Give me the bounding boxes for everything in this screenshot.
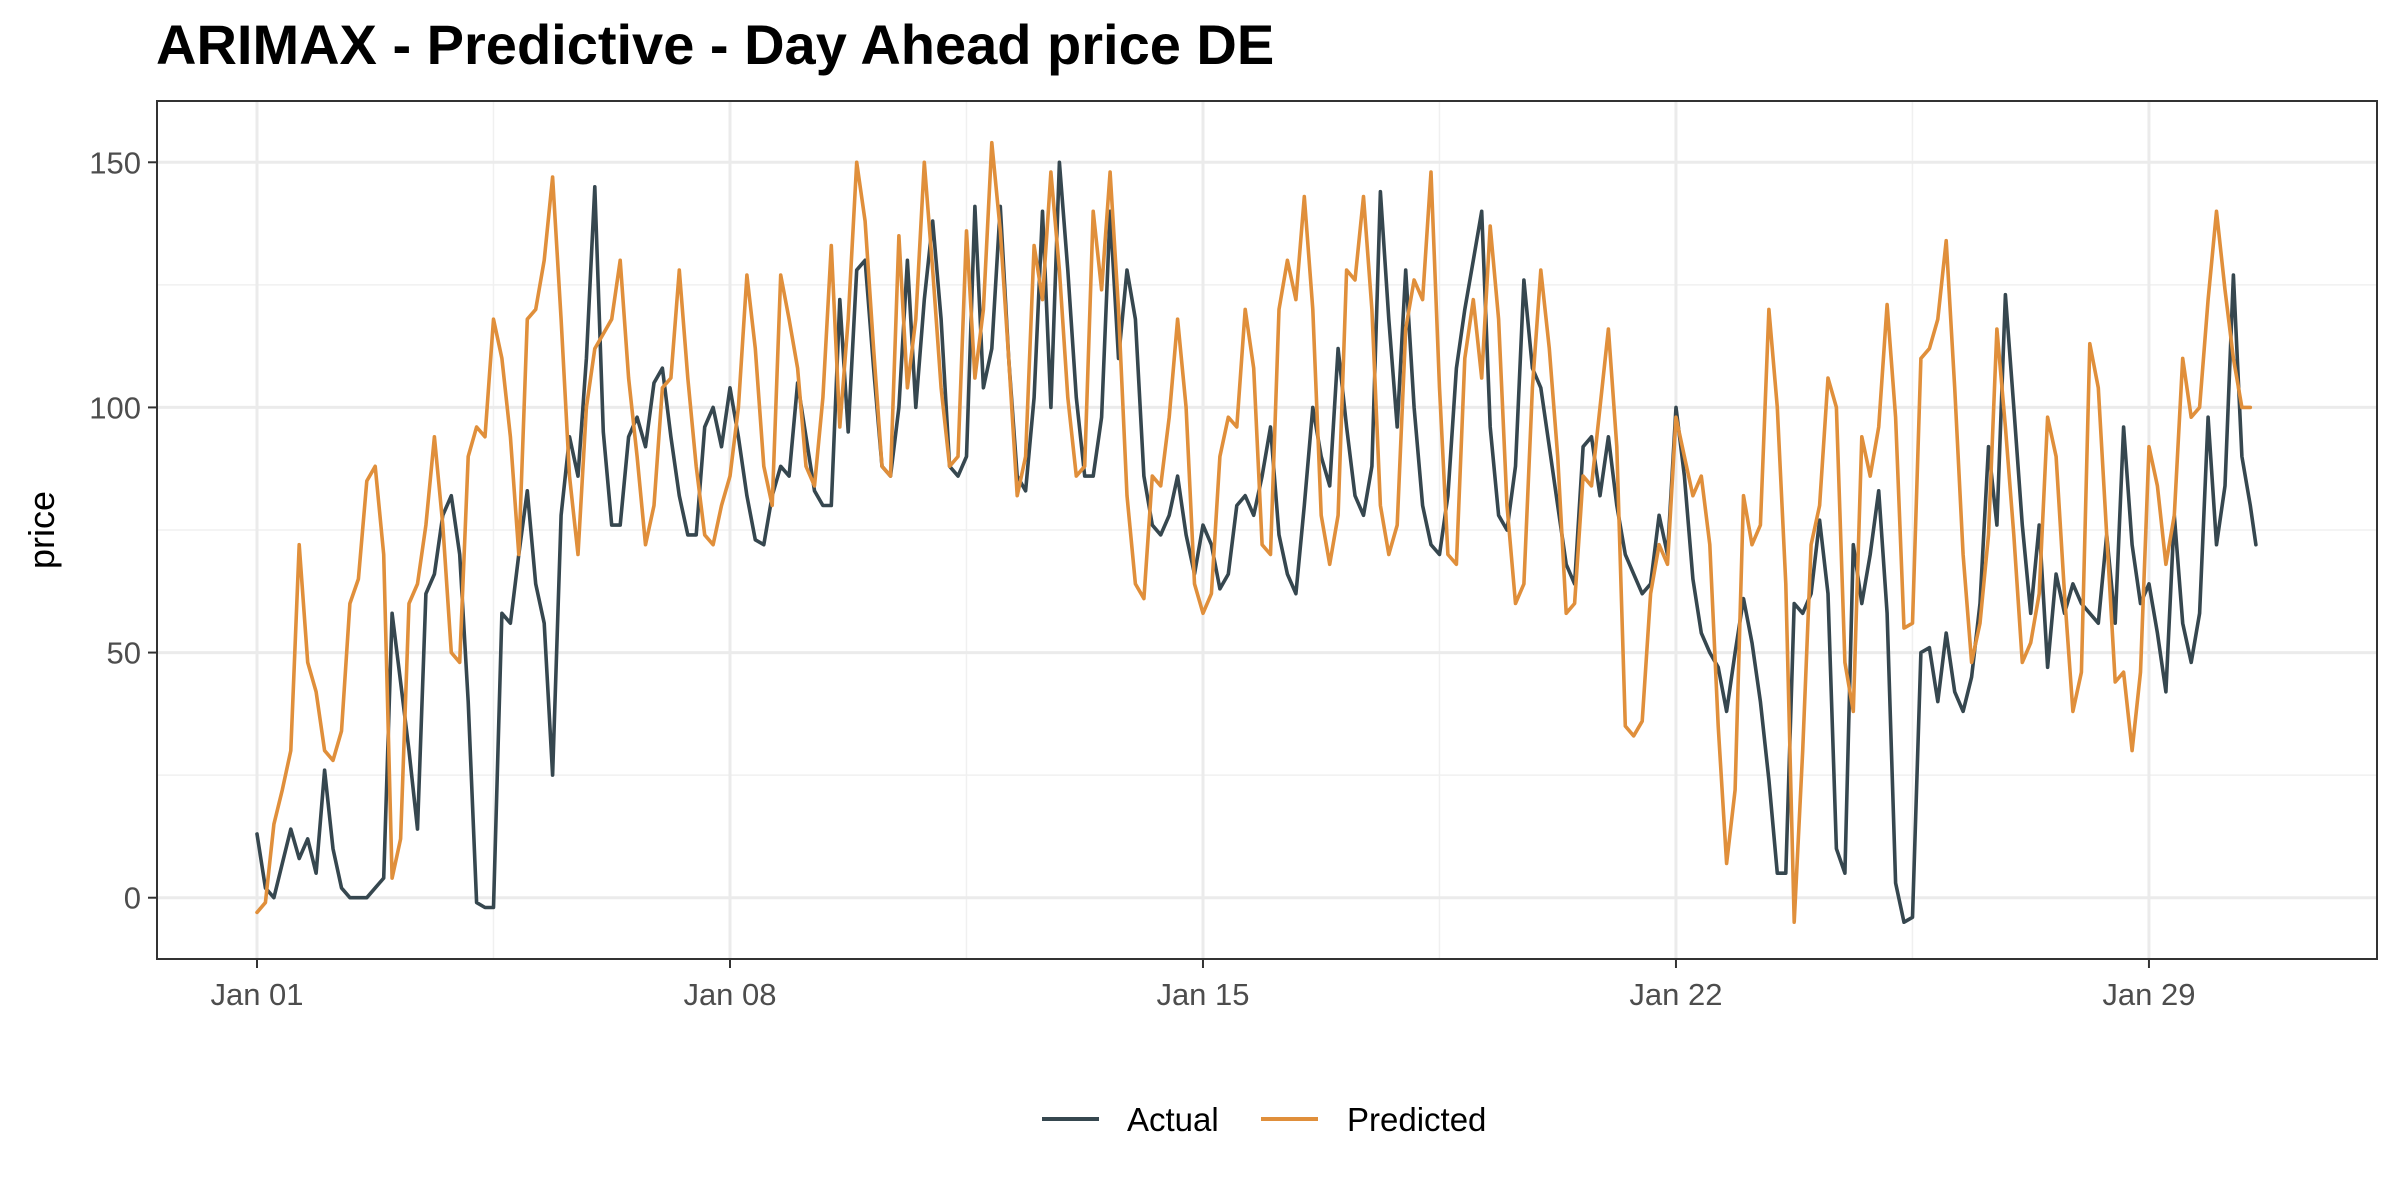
legend: Actual Predicted [1042, 1101, 1486, 1138]
x-tick-label: Jan 22 [1629, 977, 1722, 1012]
x-tick-label: Jan 15 [1156, 977, 1249, 1012]
series-line-actual [255, 160, 2258, 924]
x-tick-label: Jan 08 [683, 977, 776, 1012]
plot-border [156, 100, 2378, 960]
grid-major [157, 101, 2377, 959]
series-layer [255, 140, 2258, 924]
x-tick-label: Jan 29 [2102, 977, 2195, 1012]
y-tick-label: 50 [107, 636, 141, 671]
legend-label-actual: Actual [1127, 1101, 1219, 1138]
y-tick-label: 0 [124, 881, 141, 916]
x-axis: Jan 01 Jan 08 Jan 15 Jan 22 Jan 29 [210, 959, 2195, 1012]
x-tick-label: Jan 01 [210, 977, 303, 1012]
y-tick-label: 100 [89, 390, 141, 425]
y-axis-title: price [21, 491, 62, 569]
chart-title: ARIMAX - Predictive - Day Ahead price DE [156, 13, 1275, 76]
series-line-predicted [255, 140, 2253, 924]
y-axis: 0 50 100 150 [89, 145, 157, 916]
y-tick-label: 150 [89, 145, 141, 180]
legend-label-predicted: Predicted [1347, 1101, 1486, 1138]
